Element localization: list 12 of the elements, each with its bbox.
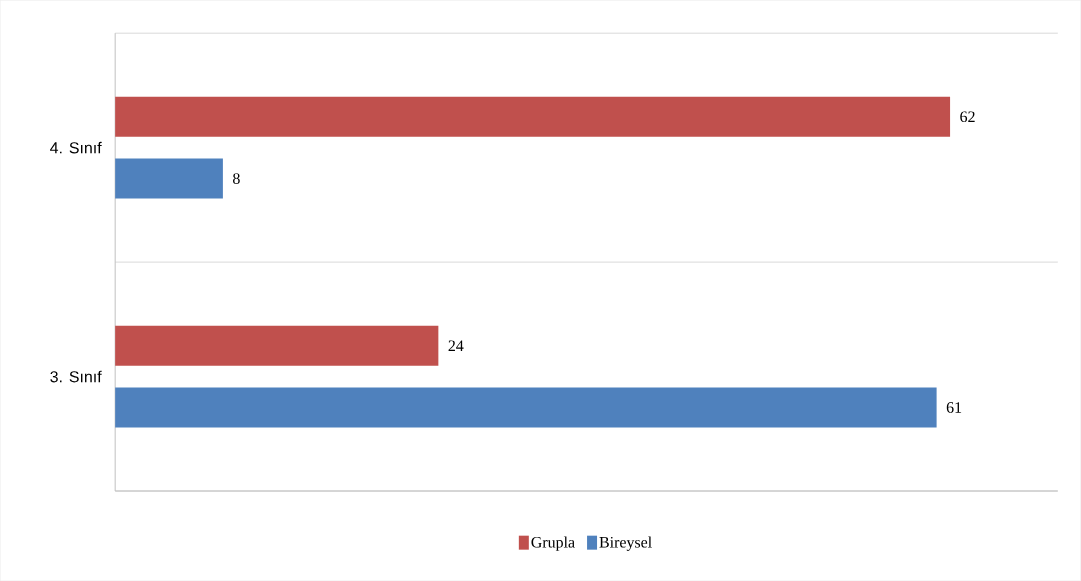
bar	[115, 158, 223, 199]
legend-label: Grupla	[531, 536, 575, 551]
data-label: 8	[233, 173, 240, 184]
bar	[115, 96, 951, 137]
bar	[115, 325, 439, 366]
data-label: 61	[946, 402, 962, 413]
data-label: 62	[960, 111, 975, 123]
data-label: 24	[448, 340, 464, 351]
y-tick-label: 3. Sınıf	[50, 370, 102, 383]
legend-label: Bireysel	[599, 536, 652, 551]
y-tick-label: 4. Sınıf	[50, 141, 102, 154]
bar	[115, 387, 937, 428]
